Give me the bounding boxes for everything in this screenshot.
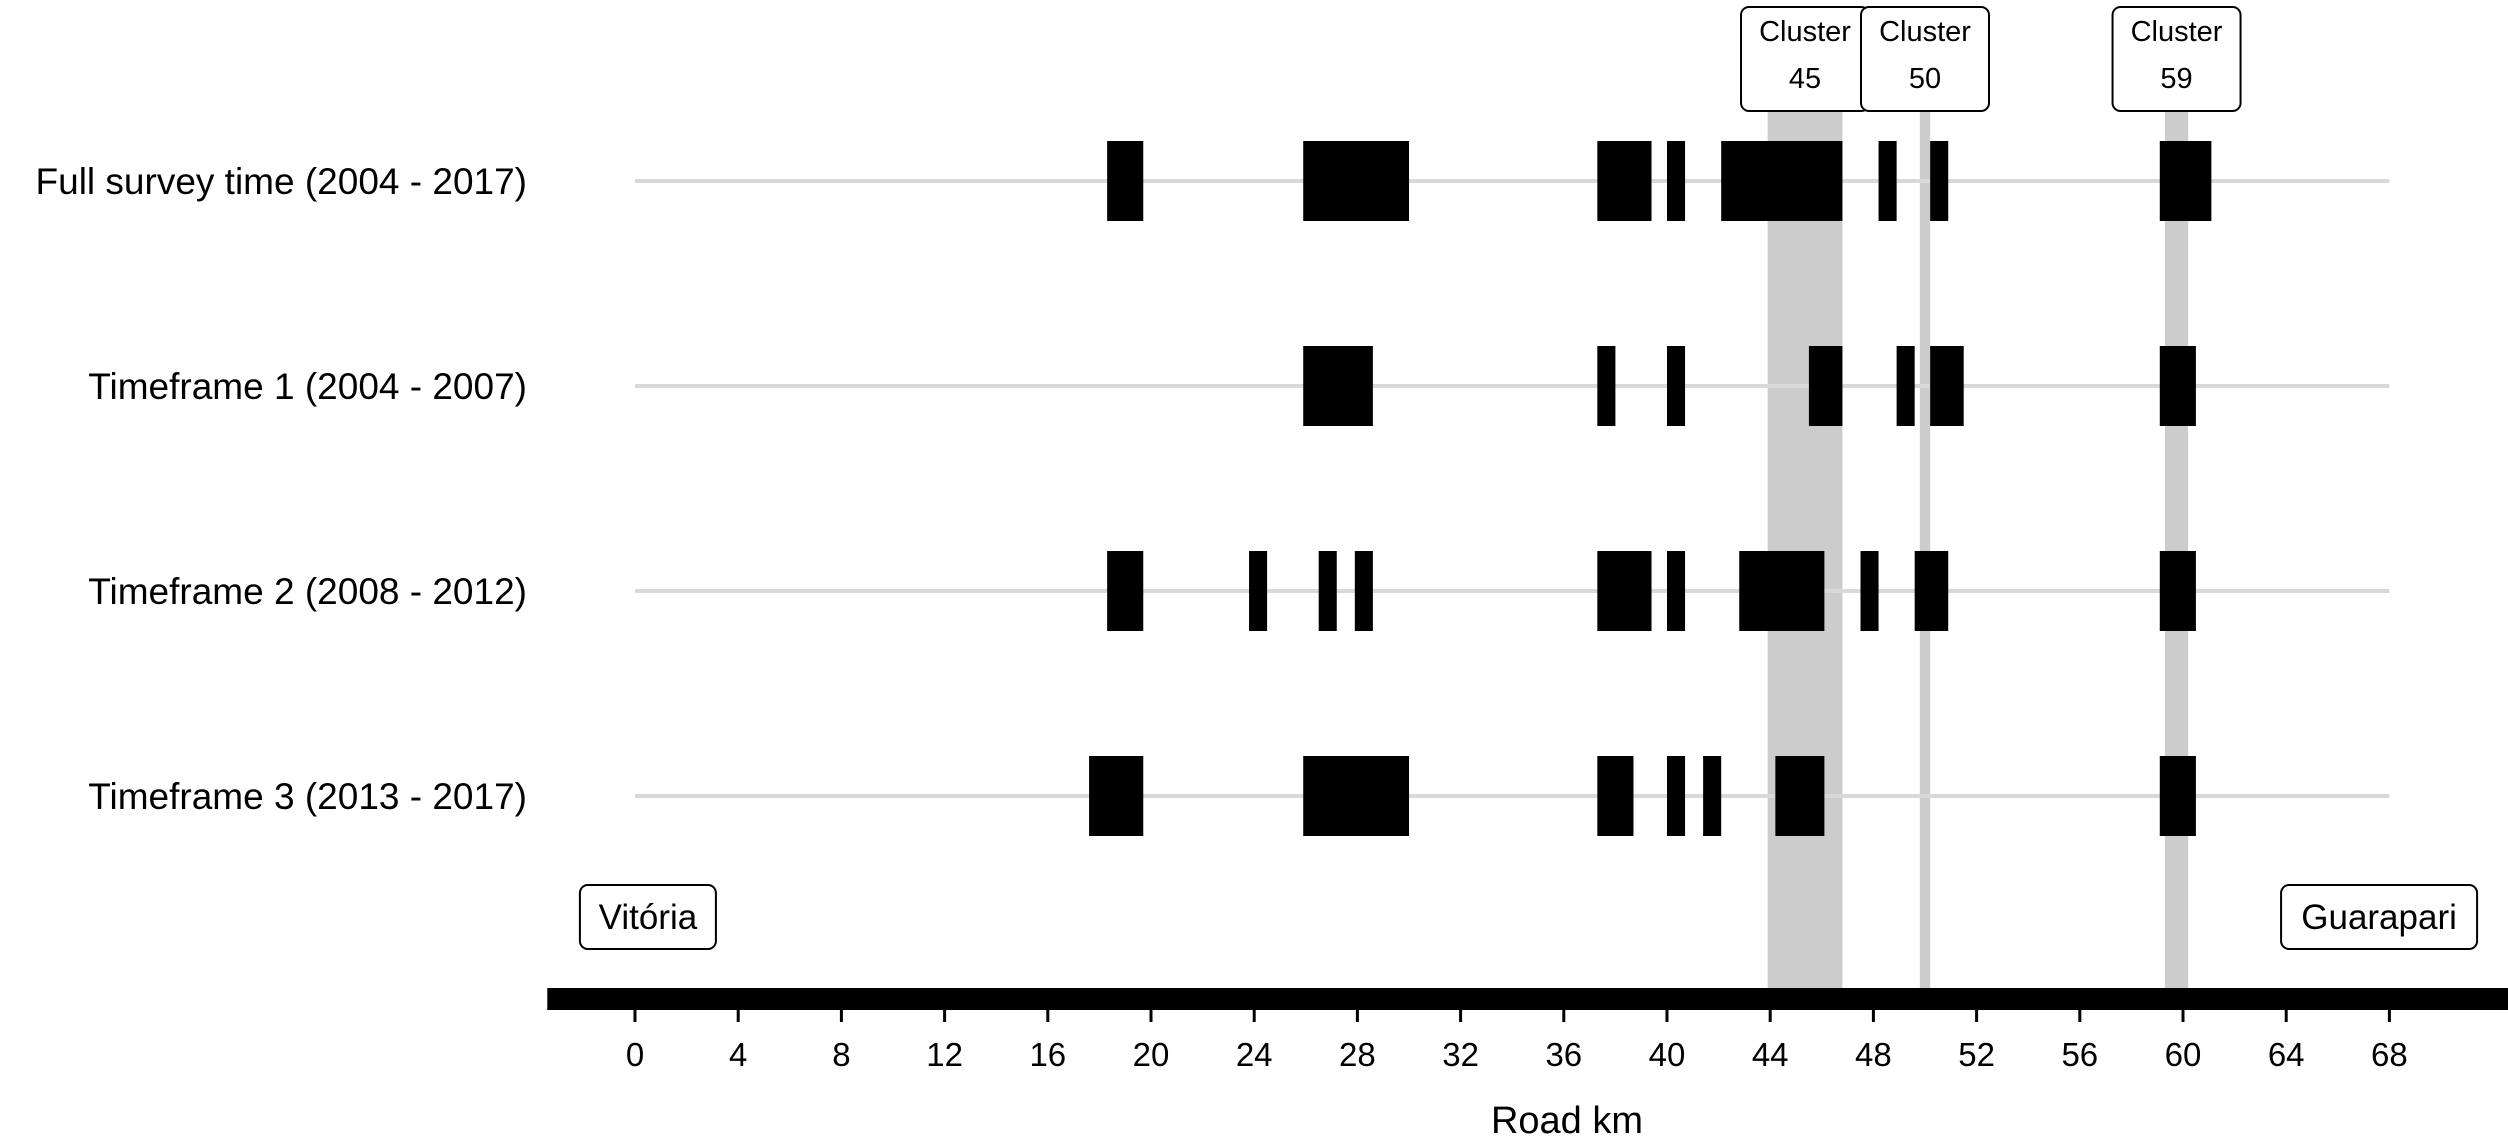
tick-label-40: 40 [1649,1036,1686,1073]
cluster-label-line2: 50 [1909,63,1941,95]
segment-row3-1 [1107,551,1144,631]
segment-row2-1 [1303,346,1373,426]
segment-row4-6 [1775,756,1825,836]
segment-row4-7 [2159,756,2196,836]
tick-label-48: 48 [1855,1036,1892,1073]
tick-label-12: 12 [926,1036,963,1073]
tick-label-68: 68 [2371,1036,2408,1073]
tick-label-0: 0 [626,1036,644,1073]
cluster-label-line1: Cluster [1879,16,1971,48]
row-lines [635,179,2390,798]
segment-row1-6 [1878,141,1897,221]
cluster-label-box [1860,6,1990,112]
tick-label-60: 60 [2165,1036,2202,1073]
segment-row2-7 [2159,346,2196,426]
tick-label-24: 24 [1236,1036,1273,1073]
cluster-label-line2: 59 [2160,63,2192,95]
segments [1089,141,2212,836]
cluster-label-line2: 45 [1789,63,1821,95]
cluster-label-50: Cluster 50 [1860,6,1990,112]
segment-row2-5 [1896,346,1915,426]
endpoint-box [2280,884,2479,950]
segment-row2-6 [1930,346,1964,426]
segment-row3-5 [1597,551,1652,631]
endpoint-label: Vitória [599,898,698,937]
row-labels: Full survey time (2004 - 2017) Timeframe … [36,161,527,817]
segment-row3-3 [1318,551,1337,631]
segment-row4-5 [1703,756,1722,836]
row-label-1: Full survey time (2004 - 2017) [36,161,527,202]
endpoint-box [578,884,717,950]
tick-label-52: 52 [1958,1036,1995,1073]
endpoint-end: Guarapari [2280,884,2479,950]
segment-row3-7 [1739,551,1825,631]
segment-row1-1 [1107,141,1144,221]
endpoint-start: Vitória [578,884,717,950]
segment-row4-2 [1303,756,1409,836]
cluster-band-59 [2164,97,2189,988]
tick-label-8: 8 [832,1036,850,1073]
segment-row3-2 [1249,551,1268,631]
cluster-bands [1767,97,2189,988]
segment-row4-1 [1089,756,1144,836]
row-label-4: Timeframe 3 (2013 - 2017) [88,776,527,817]
tick-label-20: 20 [1133,1036,1170,1073]
row-label-2: Timeframe 1 (2004 - 2007) [88,366,527,407]
row-label-3: Timeframe 2 (2008 - 2012) [88,571,527,612]
tick-label-56: 56 [2061,1036,2098,1073]
segment-row1-8 [2159,141,2212,221]
cluster-label-line1: Cluster [1759,16,1851,48]
tick-label-28: 28 [1339,1036,1376,1073]
cluster-band-45 [1767,97,1843,988]
cluster-label-box [2111,6,2242,112]
tick-label-16: 16 [1029,1036,1066,1073]
cluster-label-45: Cluster 45 [1740,6,1871,112]
segment-row4-4 [1667,756,1686,836]
cluster-band-50 [1919,97,1931,988]
x-axis-label: Road km [1491,1100,1643,1141]
cluster-label-59: Cluster 59 [2111,6,2242,112]
segment-row1-2 [1303,141,1409,221]
endpoint-label: Guarapari [2301,898,2457,937]
tick-label-64: 64 [2268,1036,2305,1073]
x-axis-ticks: 0 4 8 12 16 20 24 28 32 36 40 44 48 52 56 60 64 68 [626,1010,2408,1073]
tick-label-36: 36 [1545,1036,1582,1073]
road-bar [547,988,2508,1010]
segment-row2-2 [1597,346,1616,426]
cluster-label-line1: Cluster [2131,16,2223,48]
segment-row3-8 [1860,551,1879,631]
segment-row3-10 [2159,551,2196,631]
tick-label-44: 44 [1752,1036,1789,1073]
cluster-labels: Cluster 45 Cluster 50 Cluster 59 [1740,6,2242,112]
segment-row1-5 [1721,141,1843,221]
segment-row1-3 [1597,141,1652,221]
tick-label-4: 4 [729,1036,747,1073]
endpoint-labels: Vitória Guarapari [578,884,2479,950]
segment-row3-4 [1354,551,1373,631]
segment-row1-7 [1930,141,1949,221]
segment-row3-6 [1667,551,1686,631]
segment-row4-3 [1597,756,1634,836]
segment-row2-3 [1667,346,1686,426]
segment-row1-4 [1667,141,1686,221]
segment-row2-4 [1808,346,1843,426]
tick-label-32: 32 [1442,1036,1479,1073]
segment-row3-9 [1914,551,1949,631]
